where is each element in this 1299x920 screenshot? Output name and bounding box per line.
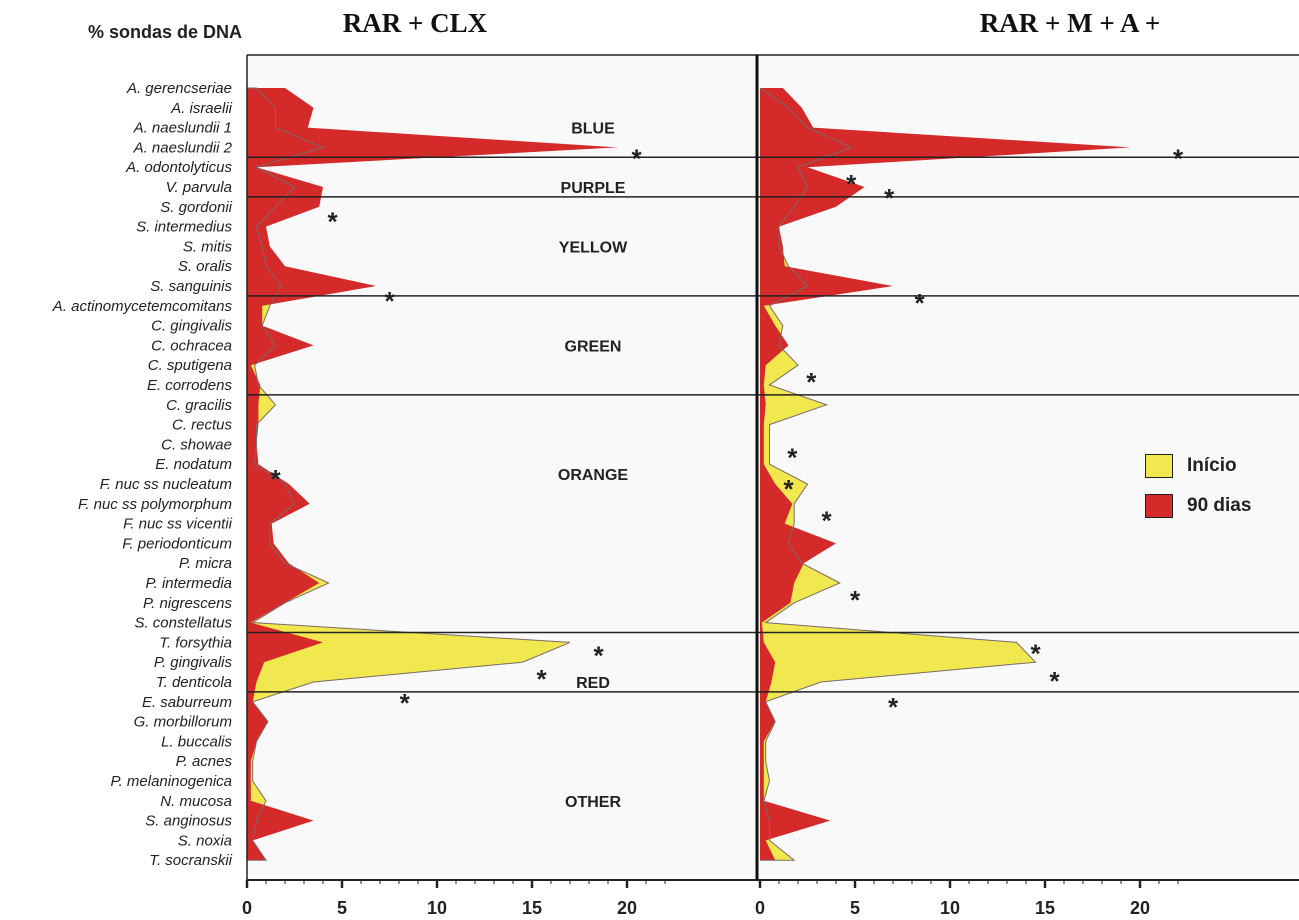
x-tick-label: 0 xyxy=(755,898,765,918)
species-label: S. mitis xyxy=(183,238,233,255)
species-label: A. gerencseriae xyxy=(126,80,232,97)
x-tick-label: 20 xyxy=(1130,898,1150,918)
x-tick-label: 10 xyxy=(427,898,447,918)
species-label: C. showae xyxy=(161,436,232,453)
legend-item-90-dias: 90 dias xyxy=(1145,494,1251,518)
significance-asterisk: * xyxy=(593,640,604,670)
complex-label-yellow: YELLOW xyxy=(559,239,628,256)
panel-title-2: RAR + M + A + xyxy=(980,8,1160,38)
species-label: V. parvula xyxy=(166,179,232,196)
significance-asterisk: * xyxy=(1049,666,1060,696)
legend-swatch-inicio xyxy=(1145,454,1173,478)
species-label: G. morbillorum xyxy=(134,714,232,731)
species-label: S. constellatus xyxy=(134,615,232,632)
species-label: C. sputigena xyxy=(148,357,232,374)
species-label: A. naeslundii 2 xyxy=(133,139,233,156)
species-label: C. gingivalis xyxy=(151,318,232,335)
species-label: S. intermedius xyxy=(136,219,232,236)
significance-asterisk: * xyxy=(400,688,411,718)
species-label: P. micra xyxy=(179,555,232,572)
species-label: L. buccalis xyxy=(161,733,232,750)
x-tick-label: 5 xyxy=(850,898,860,918)
species-label: E. saburreum xyxy=(142,694,232,711)
panel-background-1 xyxy=(247,55,757,880)
y-axis-label: % sondas de DNA xyxy=(88,22,242,42)
series-line-inicio-panel-2 xyxy=(759,87,1037,861)
significance-asterisk: * xyxy=(884,183,895,213)
significance-asterisk: * xyxy=(787,442,798,472)
series-area-inicio-panel-1 xyxy=(247,88,570,861)
species-label: C. ochracea xyxy=(151,337,232,354)
significance-asterisk: * xyxy=(846,169,857,199)
complex-label-red: RED xyxy=(576,675,610,692)
species-label: P. nigrescens xyxy=(143,595,232,612)
species-label: P. gingivalis xyxy=(154,654,233,671)
series-area-90-dias-panel-2 xyxy=(760,88,1131,861)
legend-item-inicio: Início xyxy=(1145,454,1237,478)
significance-asterisk: * xyxy=(1173,143,1184,173)
species-label: A. odontolyticus xyxy=(125,159,232,176)
species-label: C. rectus xyxy=(172,417,233,434)
species-label: C. gracilis xyxy=(166,397,232,414)
significance-asterisk: * xyxy=(327,207,338,237)
species-label: F. nuc ss polymorphum xyxy=(78,496,232,513)
series-area-90-dias-panel-1 xyxy=(247,88,618,861)
x-tick-label: 0 xyxy=(242,898,252,918)
legend-label-90-dias: 90 dias xyxy=(1187,495,1252,516)
species-label: P. acnes xyxy=(176,753,233,770)
x-tick-label: 15 xyxy=(522,898,542,918)
complex-label-other: OTHER xyxy=(565,794,621,811)
species-label: P. intermedia xyxy=(146,575,232,592)
species-label: A. naeslundii 1 xyxy=(133,120,232,137)
species-label: S. anginosus xyxy=(145,813,232,830)
species-label: A. actinomycetemcomitans xyxy=(52,298,233,315)
complex-label-purple: PURPLE xyxy=(561,180,626,197)
legend-label-inicio: Início xyxy=(1187,455,1237,476)
complex-label-green: GREEN xyxy=(565,338,622,355)
significance-asterisk: * xyxy=(806,367,817,397)
complex-label-blue: BLUE xyxy=(571,121,615,138)
species-label: T. forsythia xyxy=(159,634,232,651)
species-label: F. periodonticum xyxy=(122,535,232,552)
significance-asterisk: * xyxy=(888,692,899,722)
legend-swatch-90-dias xyxy=(1145,494,1173,518)
complex-label-orange: ORANGE xyxy=(558,467,629,484)
significance-asterisk: * xyxy=(915,288,926,318)
x-tick-label: 5 xyxy=(337,898,347,918)
species-label: S. oralis xyxy=(178,258,233,275)
species-label: N. mucosa xyxy=(160,793,232,810)
significance-asterisk: * xyxy=(783,474,794,504)
species-label: T. denticola xyxy=(156,674,232,691)
significance-asterisk: * xyxy=(1030,638,1041,668)
significance-asterisk: * xyxy=(850,585,861,615)
significance-asterisk: * xyxy=(536,664,547,694)
species-label: A. israelii xyxy=(170,100,233,117)
species-label: S. noxia xyxy=(178,832,232,849)
x-tick-label: 10 xyxy=(940,898,960,918)
significance-asterisk: * xyxy=(821,506,832,536)
significance-asterisk: * xyxy=(270,464,281,494)
species-label: E. nodatum xyxy=(155,456,232,473)
species-label: E. corrodens xyxy=(147,377,233,394)
x-tick-label: 15 xyxy=(1035,898,1055,918)
species-label: F. nuc ss vicentii xyxy=(123,516,233,533)
species-label: P. melaninogenica xyxy=(111,773,232,790)
series-line-inicio-panel-1 xyxy=(247,87,571,861)
species-label: S. gordonii xyxy=(160,199,232,216)
significance-asterisk: * xyxy=(384,286,395,316)
x-tick-label: 20 xyxy=(617,898,637,918)
species-label: S. sanguinis xyxy=(150,278,232,295)
species-label: T. socranskii xyxy=(149,852,232,869)
panel-title-1: RAR + CLX xyxy=(343,8,488,38)
species-label: F. nuc ss nucleatum xyxy=(100,476,232,493)
series-area-inicio-panel-2 xyxy=(760,88,1036,861)
significance-asterisk: * xyxy=(631,143,642,173)
